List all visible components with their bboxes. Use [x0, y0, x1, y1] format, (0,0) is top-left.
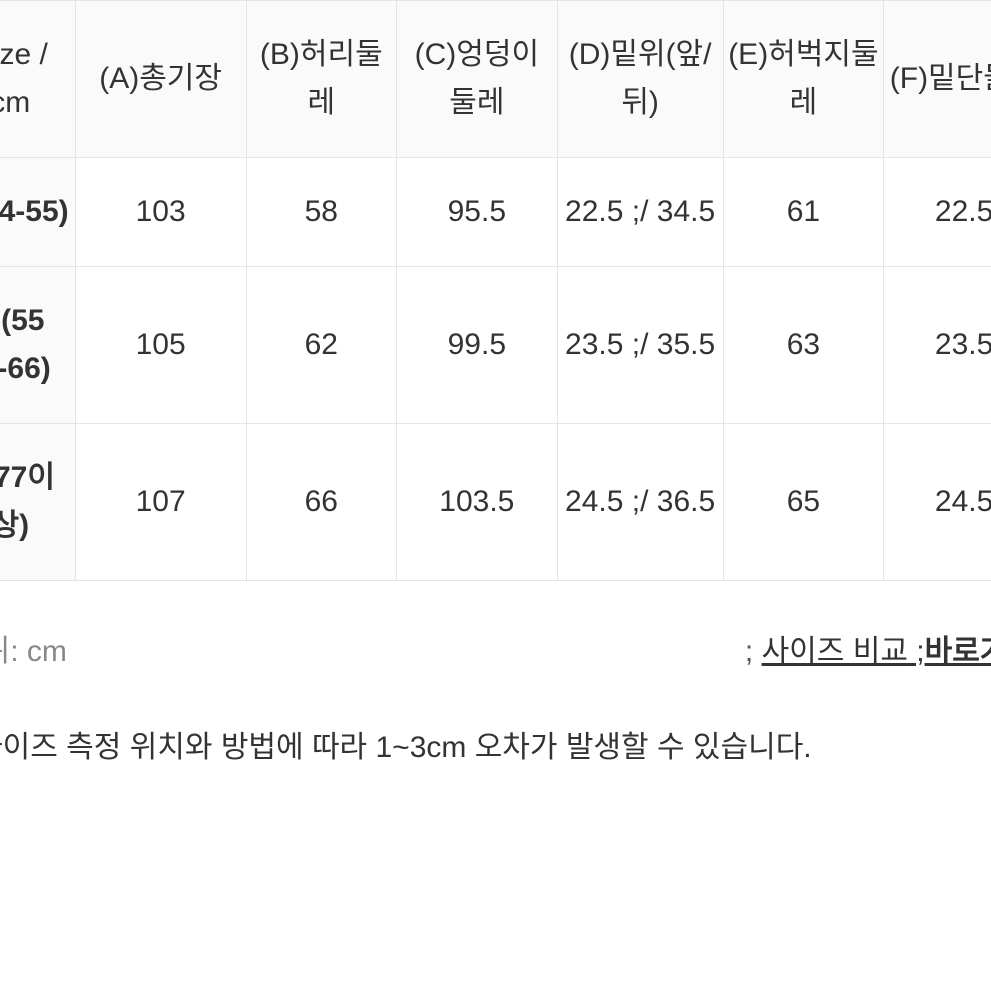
cell: 23.5 ;/ 35.5 [557, 267, 723, 424]
cell: 58 [246, 158, 396, 267]
table-row: M(55반-66) 105 62 99.5 23.5 ;/ 35.5 63 23… [0, 267, 991, 424]
col-header-a: (A)총기장 [75, 1, 246, 158]
size-compare-link[interactable]: 사이즈 비교 ;바로가기 [762, 635, 991, 668]
table-row: L(77이상) 107 66 103.5 24.5 ;/ 36.5 65 24.… [0, 424, 991, 581]
size-table: Size / cm (A)총기장 (B)허리둘레 (C)엉덩이둘레 (D)밑위(… [0, 0, 991, 581]
unit-label: 단위: cm [0, 626, 67, 670]
table-body: S(44-55) 103 58 95.5 22.5 ;/ 34.5 61 22.… [0, 158, 991, 581]
cell: 99.5 [396, 267, 557, 424]
size-chart-container: Size / cm (A)총기장 (B)허리둘레 (C)엉덩이둘레 (D)밑위(… [0, 0, 991, 770]
cell: 61 [723, 158, 884, 267]
cell: 65 [723, 424, 884, 581]
cell: 22.5 ;/ 34.5 [557, 158, 723, 267]
cell: 66 [246, 424, 396, 581]
cell: 24.5 ;/ 36.5 [557, 424, 723, 581]
col-header-e: (E)허벅지둘레 [723, 1, 884, 158]
cell: 24.5 [884, 424, 991, 581]
cell: 95.5 [396, 158, 557, 267]
col-header-f: (F)밑단둘레 [884, 1, 991, 158]
table-header-row: Size / cm (A)총기장 (B)허리둘레 (C)엉덩이둘레 (D)밑위(… [0, 1, 991, 158]
cell: 105 [75, 267, 246, 424]
cell: 23.5 [884, 267, 991, 424]
cell: 62 [246, 267, 396, 424]
table-row: S(44-55) 103 58 95.5 22.5 ;/ 34.5 61 22.… [0, 158, 991, 267]
row-header-m: M(55반-66) [0, 267, 75, 424]
row-header-s: S(44-55) [0, 158, 75, 267]
cell: 107 [75, 424, 246, 581]
size-compare-wrap: ; 사이즈 비교 ;바로가기 [745, 626, 991, 670]
cell: 103.5 [396, 424, 557, 581]
col-header-d: (D)밑위(앞/뒤) [557, 1, 723, 158]
row-header-l: L(77이상) [0, 424, 75, 581]
compare-prefix: ; [745, 635, 762, 668]
cell: 103 [75, 158, 246, 267]
col-header-b: (B)허리둘레 [246, 1, 396, 158]
col-header-c: (C)엉덩이둘레 [396, 1, 557, 158]
cell: 63 [723, 267, 884, 424]
measurement-note: * 사이즈 측정 위치와 방법에 따라 1~3cm 오차가 발생할 수 있습니다… [0, 670, 991, 770]
col-header-size: Size / cm [0, 1, 75, 158]
footer-row: 단위: cm ; 사이즈 비교 ;바로가기 [0, 581, 991, 670]
cell: 22.5 [884, 158, 991, 267]
